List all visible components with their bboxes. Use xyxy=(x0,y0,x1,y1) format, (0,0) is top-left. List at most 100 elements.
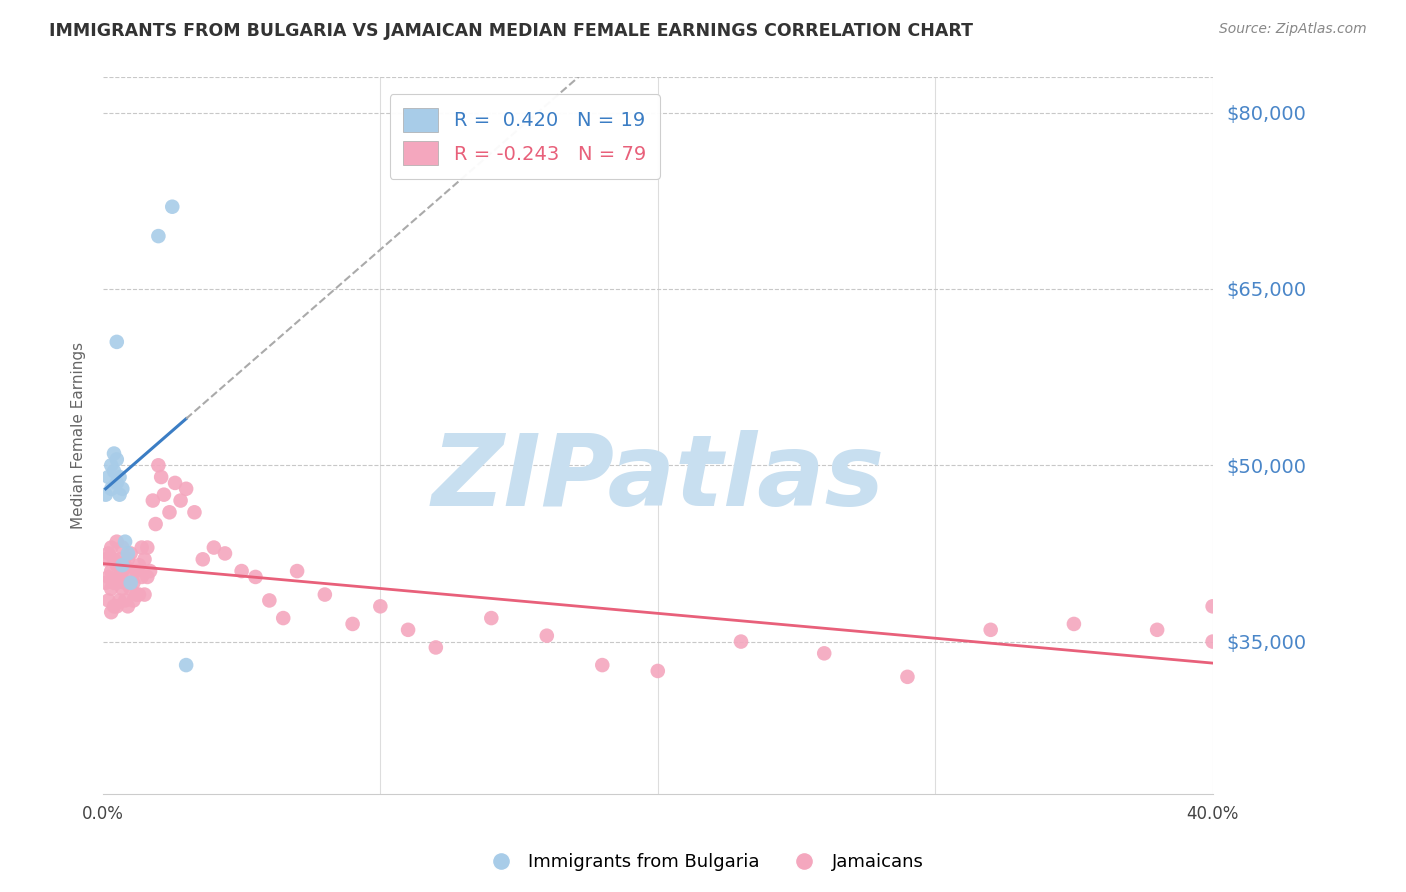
Point xyxy=(100,564,122,578)
Text: ZIPatlas: ZIPatlas xyxy=(432,431,884,527)
Point xyxy=(285,564,308,578)
Point xyxy=(122,593,145,607)
Point xyxy=(314,588,336,602)
Point xyxy=(97,593,120,607)
Point xyxy=(647,664,669,678)
Point xyxy=(111,482,134,496)
Point xyxy=(245,570,267,584)
Point xyxy=(114,575,136,590)
Point xyxy=(128,588,150,602)
Point xyxy=(111,541,134,555)
Point xyxy=(214,546,236,560)
Point xyxy=(105,475,128,490)
Point xyxy=(117,552,139,566)
Point xyxy=(120,582,142,596)
Point xyxy=(145,517,167,532)
Point xyxy=(150,470,173,484)
Point xyxy=(1063,616,1085,631)
Legend: R =  0.420   N = 19, R = -0.243   N = 79: R = 0.420 N = 19, R = -0.243 N = 79 xyxy=(389,95,659,178)
Point xyxy=(120,546,142,560)
Point xyxy=(169,493,191,508)
Point xyxy=(94,552,117,566)
Point xyxy=(342,616,364,631)
Point xyxy=(94,575,117,590)
Point xyxy=(105,334,128,349)
Point xyxy=(174,658,197,673)
Point xyxy=(94,488,117,502)
Point xyxy=(111,564,134,578)
Point xyxy=(134,552,156,566)
Point xyxy=(105,452,128,467)
Point xyxy=(142,493,165,508)
Legend: Immigrants from Bulgaria, Jamaicans: Immigrants from Bulgaria, Jamaicans xyxy=(475,847,931,879)
Point xyxy=(97,546,120,560)
Point xyxy=(131,570,153,584)
Point xyxy=(980,623,1002,637)
Point xyxy=(125,588,148,602)
Point xyxy=(120,575,142,590)
Point xyxy=(148,458,170,473)
Text: Source: ZipAtlas.com: Source: ZipAtlas.com xyxy=(1219,22,1367,37)
Point xyxy=(131,541,153,555)
Point xyxy=(105,534,128,549)
Point xyxy=(114,534,136,549)
Point xyxy=(114,558,136,573)
Point xyxy=(730,634,752,648)
Point xyxy=(111,558,134,573)
Point xyxy=(396,623,419,637)
Point xyxy=(100,605,122,619)
Point xyxy=(136,541,159,555)
Point xyxy=(114,593,136,607)
Point xyxy=(136,570,159,584)
Point xyxy=(202,541,225,555)
Point xyxy=(108,570,131,584)
Point xyxy=(122,575,145,590)
Point xyxy=(1146,623,1168,637)
Point xyxy=(153,488,176,502)
Point xyxy=(103,599,125,614)
Point xyxy=(105,599,128,614)
Point xyxy=(536,629,558,643)
Point xyxy=(1201,634,1223,648)
Point xyxy=(103,446,125,460)
Point xyxy=(105,575,128,590)
Point xyxy=(117,575,139,590)
Point xyxy=(128,558,150,573)
Point xyxy=(1201,599,1223,614)
Point xyxy=(271,611,294,625)
Point xyxy=(100,582,122,596)
Point xyxy=(103,464,125,478)
Point xyxy=(813,646,835,660)
Point xyxy=(117,546,139,560)
Y-axis label: Median Female Earnings: Median Female Earnings xyxy=(72,343,86,530)
Point xyxy=(97,470,120,484)
Point xyxy=(148,229,170,244)
Point xyxy=(162,200,184,214)
Point xyxy=(159,505,181,519)
Point xyxy=(103,552,125,566)
Point xyxy=(174,482,197,496)
Point xyxy=(259,593,281,607)
Point xyxy=(108,488,131,502)
Point xyxy=(479,611,502,625)
Point xyxy=(117,599,139,614)
Point xyxy=(896,670,918,684)
Point xyxy=(591,658,613,673)
Point xyxy=(100,541,122,555)
Point xyxy=(183,505,205,519)
Point xyxy=(125,564,148,578)
Point xyxy=(370,599,392,614)
Point xyxy=(108,470,131,484)
Point xyxy=(100,482,122,496)
Point xyxy=(103,575,125,590)
Point xyxy=(134,588,156,602)
Point xyxy=(139,564,162,578)
Point xyxy=(425,640,447,655)
Point xyxy=(105,558,128,573)
Point xyxy=(120,564,142,578)
Point xyxy=(163,475,186,490)
Text: IMMIGRANTS FROM BULGARIA VS JAMAICAN MEDIAN FEMALE EARNINGS CORRELATION CHART: IMMIGRANTS FROM BULGARIA VS JAMAICAN MED… xyxy=(49,22,973,40)
Point xyxy=(108,593,131,607)
Point xyxy=(191,552,214,566)
Point xyxy=(97,570,120,584)
